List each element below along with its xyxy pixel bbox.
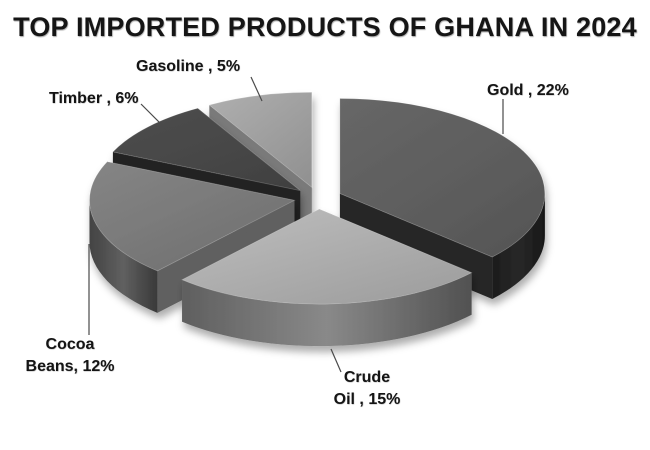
pie-slice-crude-oil bbox=[181, 208, 473, 347]
leader-lines bbox=[88, 76, 504, 373]
slice-label-gold: Gold , 22% bbox=[487, 80, 569, 101]
slice-label-cocoa-beans: Cocoa Beans, 12% bbox=[18, 334, 122, 378]
slice-rim bbox=[182, 272, 472, 347]
leader-line-gasoline bbox=[250, 76, 263, 102]
slice-top-face bbox=[208, 91, 313, 189]
slice-label-line1: Crude bbox=[343, 369, 391, 386]
slice-label-text: Timber , 6% bbox=[49, 90, 139, 107]
slice-label-text: Gold , 22% bbox=[487, 82, 569, 99]
slice-label-text: Gasoline , 5% bbox=[136, 58, 241, 75]
leader-line-crude-oil bbox=[330, 348, 342, 373]
slice-rim bbox=[492, 193, 545, 299]
slice-top-face bbox=[181, 208, 473, 305]
slice-label-crude-oil: Crude Oil , 15% bbox=[314, 367, 420, 411]
chart-title: TOP IMPORTED PRODUCTS OF GHANA IN 2024 bbox=[13, 12, 637, 42]
slice-label-line2: Beans, 12% bbox=[25, 358, 115, 375]
slice-label-timber: Timber , 6% bbox=[49, 88, 139, 109]
slice-top-face bbox=[89, 161, 296, 272]
slice-label-line2: Oil , 15% bbox=[333, 391, 401, 408]
slice-label-line1: Cocoa bbox=[45, 336, 95, 353]
slice-top-face bbox=[112, 107, 301, 191]
slice-top-face bbox=[339, 98, 546, 258]
slice-rim bbox=[89, 200, 158, 313]
slice-label-gasoline: Gasoline , 5% bbox=[136, 56, 240, 77]
leader-line-timber bbox=[140, 103, 167, 130]
